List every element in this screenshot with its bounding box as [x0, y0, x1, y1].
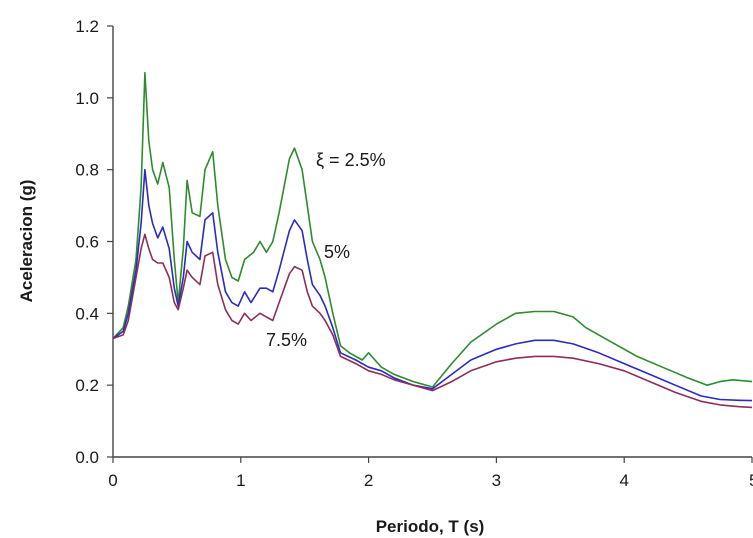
y-axis-title: Aceleracion (g)	[17, 180, 36, 303]
axes: 0.0 0.2 0.4 0.6 0.8 1.0 1.2 0 1 2 3 4 5	[75, 17, 753, 490]
series-line-2-5pct	[112, 71, 753, 388]
x-tick-label: 2	[364, 471, 373, 490]
y-tick-label: 0.4	[75, 304, 99, 323]
y-tick-label: 0.8	[75, 161, 99, 180]
y-tick-label: 1.0	[75, 89, 99, 108]
y-tick-label: 0.6	[75, 233, 99, 252]
annotation-layer: ξ = 2.5% 5% 7.5%	[266, 150, 386, 350]
series-annotation-5pct: 5%	[324, 242, 350, 262]
y-tick-label: 0.0	[75, 448, 99, 467]
x-tick-label: 5	[749, 471, 753, 490]
x-tick-label: 1	[236, 471, 245, 490]
series-layer	[112, 71, 753, 409]
series-line-7-5pct	[112, 233, 753, 409]
x-tick-label: 4	[619, 471, 628, 490]
x-axis-title: Periodo, T (s)	[376, 517, 485, 536]
x-tick-label: 0	[108, 471, 117, 490]
y-tick-label: 1.2	[75, 17, 99, 36]
y-tick-label: 0.2	[75, 376, 99, 395]
series-annotation-2-5pct: ξ = 2.5%	[316, 150, 386, 170]
series-line-5pct	[112, 168, 753, 402]
x-tick-label: 3	[492, 471, 501, 490]
series-annotation-7-5pct: 7.5%	[266, 330, 307, 350]
